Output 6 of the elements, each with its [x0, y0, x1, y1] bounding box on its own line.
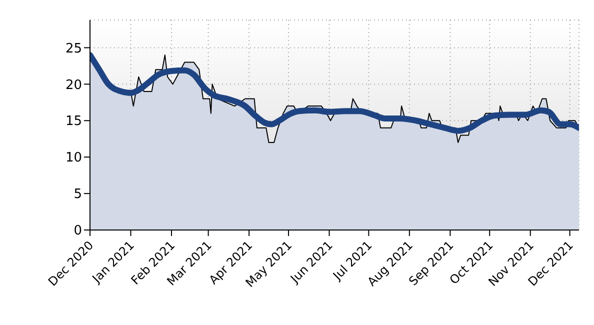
- y-tick-label: 15: [65, 114, 82, 130]
- y-tick-label: 25: [65, 41, 82, 56]
- y-tick-label: 5: [74, 187, 82, 202]
- y-tick-label: 20: [65, 78, 82, 93]
- y-tick-label: 0: [74, 224, 82, 239]
- y-tick-label: 10: [65, 150, 82, 166]
